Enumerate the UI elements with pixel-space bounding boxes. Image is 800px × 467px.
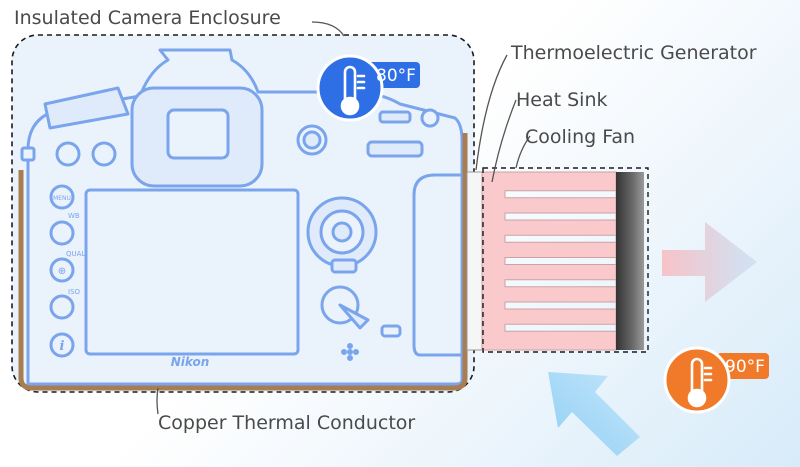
zoom-icon: ⊕ xyxy=(58,266,66,277)
grip xyxy=(412,173,464,357)
thermometer-icon xyxy=(340,65,366,116)
thermoelectric-generator-label: Thermoelectric Generator xyxy=(510,42,757,64)
cooling-fan xyxy=(616,172,644,350)
heat-sink-label: Heat Sink xyxy=(516,89,608,111)
cooling-fan-label: Cooling Fan xyxy=(525,126,635,148)
thermoelectric-generator xyxy=(466,171,483,351)
fan-assembly-enclosure xyxy=(482,167,649,353)
inside-temperature-value: 80°F xyxy=(376,66,416,86)
qual-label: QUAL xyxy=(66,250,85,258)
leader-lines xyxy=(156,21,531,415)
copper-conductor-label: Copper Thermal Conductor xyxy=(158,412,415,434)
outside-temperature-value: 90°F xyxy=(725,357,765,377)
iso-button xyxy=(49,294,75,320)
info-icon: i xyxy=(60,339,65,354)
command-dial xyxy=(366,140,424,158)
wb-label: WB xyxy=(68,212,80,220)
hot-air-arrow xyxy=(662,222,757,302)
cool-air-arrow xyxy=(548,372,640,456)
info-button xyxy=(49,332,75,358)
outside-temperature-badge: 90°F xyxy=(663,346,769,414)
qual-button xyxy=(49,257,75,283)
copper-conductor xyxy=(18,133,468,391)
lcd-screen xyxy=(84,188,300,356)
viewfinder xyxy=(166,108,230,160)
iso-label: ISO xyxy=(68,288,81,296)
wb-button xyxy=(49,220,75,246)
camera-brand-label: Nikon xyxy=(171,355,210,369)
playback-button xyxy=(55,141,81,167)
camera-body xyxy=(20,48,464,386)
enclosure-label: Insulated Camera Enclosure xyxy=(14,7,281,29)
mode-dial xyxy=(43,86,130,130)
menu-button xyxy=(49,184,75,210)
thermometer-icon xyxy=(687,357,713,408)
heat-sink xyxy=(481,171,617,351)
delete-button xyxy=(91,141,117,167)
inside-temperature-badge: 80°F xyxy=(316,54,420,122)
menu-label: MENU xyxy=(53,195,71,202)
